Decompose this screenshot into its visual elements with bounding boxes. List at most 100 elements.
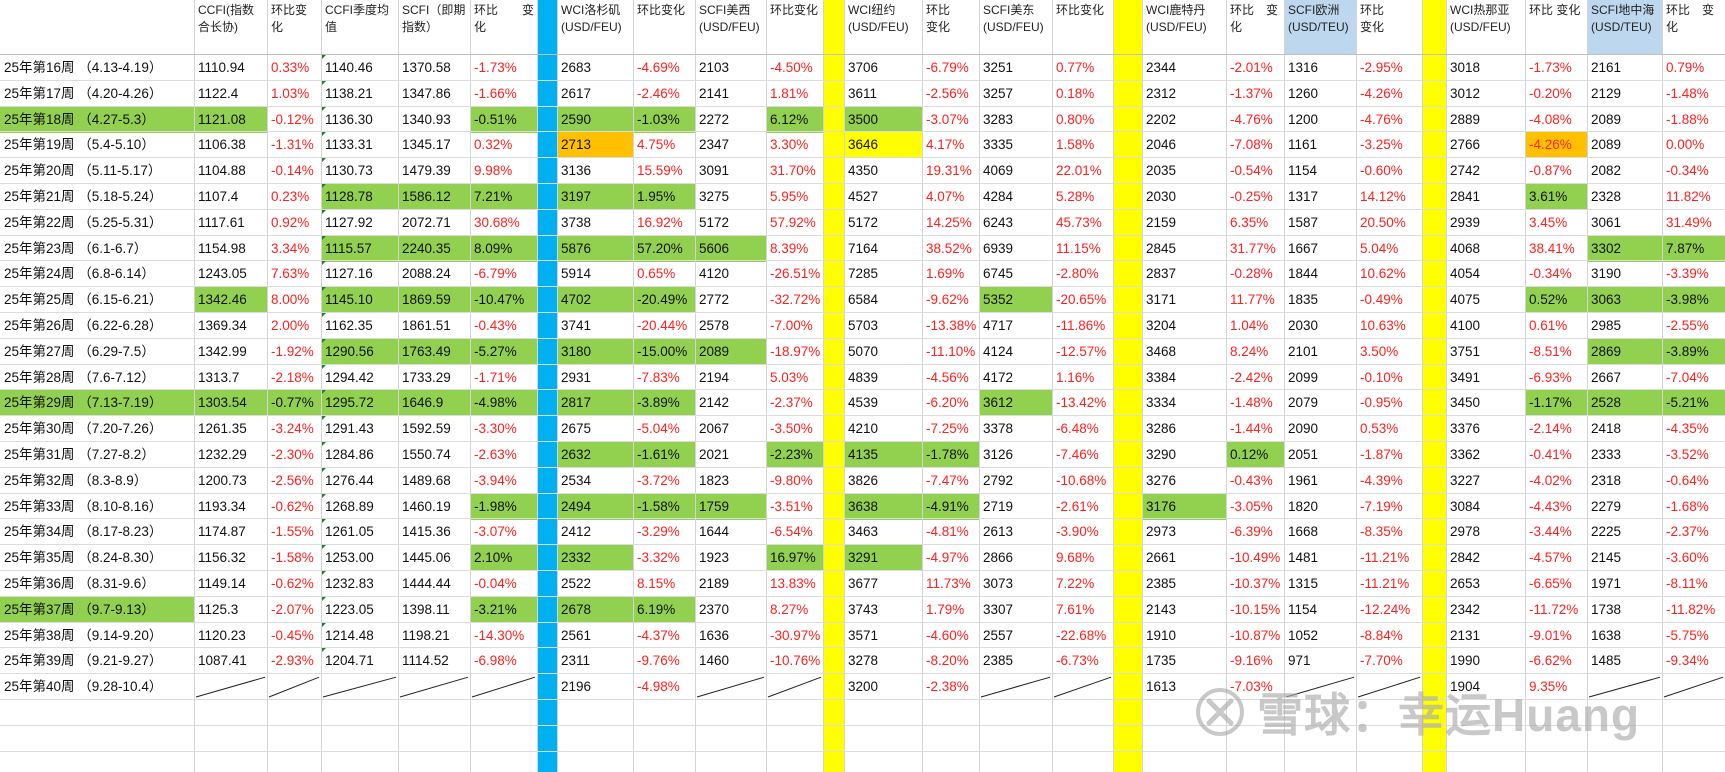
table-cell[interactable]: 1342.99 bbox=[198, 343, 247, 359]
table-cell[interactable]: 971 bbox=[1288, 653, 1311, 669]
table-cell[interactable]: -6.54% bbox=[770, 524, 813, 540]
table-cell[interactable]: -1.73% bbox=[1529, 60, 1572, 75]
table-cell[interactable]: -7.70% bbox=[1360, 653, 1403, 669]
table-cell[interactable]: 2312 bbox=[1146, 85, 1177, 101]
table-cell[interactable]: 1291.43 bbox=[325, 421, 374, 437]
table-cell[interactable]: 1.16% bbox=[1056, 369, 1095, 385]
table-cell[interactable]: 15.59% bbox=[637, 163, 683, 179]
table-cell[interactable]: 2557 bbox=[983, 627, 1014, 643]
table-cell[interactable]: 1162.35 bbox=[325, 318, 373, 333]
table-cell[interactable]: 4702 bbox=[557, 287, 633, 314]
row-label[interactable]: 25年第39周 （9.21-9.27） bbox=[4, 653, 163, 669]
table-cell[interactable]: 4.07% bbox=[926, 189, 965, 204]
table-cell[interactable]: -10.15% bbox=[1230, 601, 1281, 617]
table-cell[interactable]: -3.05% bbox=[1230, 498, 1273, 514]
table-cell[interactable]: -4.98% bbox=[637, 679, 680, 695]
table-cell[interactable]: 2088.24 bbox=[402, 266, 451, 282]
table-cell[interactable]: 2561 bbox=[561, 627, 592, 643]
table-cell[interactable]: 1489.68 bbox=[402, 472, 451, 488]
table-cell[interactable]: -10.76% bbox=[770, 653, 821, 669]
table-cell[interactable]: -3.21% bbox=[470, 596, 537, 623]
table-cell[interactable]: 2522 bbox=[561, 576, 592, 591]
table-cell[interactable]: -1.68% bbox=[1666, 498, 1709, 514]
row-label[interactable]: 25年第28周 （7.6-7.12） bbox=[4, 369, 155, 385]
table-cell[interactable]: 1444.44 bbox=[402, 576, 451, 591]
table-cell[interactable]: 3302 bbox=[1587, 235, 1662, 262]
table-cell[interactable]: 2817 bbox=[557, 390, 633, 417]
table-cell[interactable]: -0.60% bbox=[1360, 163, 1403, 179]
table-cell[interactable]: 2661 bbox=[1146, 550, 1177, 566]
table-cell[interactable]: 4068 bbox=[1450, 240, 1481, 256]
table-cell[interactable]: 1154.98 bbox=[198, 240, 246, 256]
table-cell[interactable]: -8.84% bbox=[1360, 627, 1403, 643]
row-label[interactable]: 25年第34周 （8.17-8.23） bbox=[4, 524, 163, 540]
row-label[interactable]: 25年第25周 （6.15-6.21） bbox=[4, 292, 163, 308]
table-cell[interactable]: 8.27% bbox=[770, 601, 809, 617]
table-cell[interactable]: 0.77% bbox=[1056, 60, 1095, 75]
table-cell[interactable]: -3.89% bbox=[633, 390, 695, 417]
table-cell[interactable]: -2.95% bbox=[1360, 60, 1403, 75]
table-cell[interactable]: 2344 bbox=[1146, 60, 1177, 75]
row-label[interactable]: 25年第17周 （4.20-4.26） bbox=[4, 85, 163, 101]
table-cell[interactable]: 9.35% bbox=[1529, 679, 1568, 695]
table-cell[interactable]: 1823 bbox=[699, 472, 730, 488]
table-cell[interactable]: 2333 bbox=[1591, 447, 1622, 462]
table-cell[interactable]: 2189 bbox=[699, 576, 730, 591]
table-cell[interactable]: 11.82% bbox=[1666, 189, 1711, 204]
table-cell[interactable]: 3468 bbox=[1146, 343, 1177, 359]
table-cell[interactable]: 1445.06 bbox=[402, 550, 451, 566]
table-cell[interactable] bbox=[1662, 674, 1725, 700]
table-cell[interactable]: 3706 bbox=[848, 60, 879, 75]
column-header-17[interactable]: 环比 变化 bbox=[1360, 3, 1409, 34]
table-cell[interactable]: 2021 bbox=[699, 447, 730, 462]
table-cell[interactable]: 0.92% bbox=[271, 214, 310, 230]
table-cell[interactable]: 1820 bbox=[1288, 498, 1319, 514]
table-cell[interactable]: 2342 bbox=[1450, 601, 1481, 617]
table-cell[interactable]: 3751 bbox=[1450, 343, 1481, 359]
table-cell[interactable]: 2412 bbox=[561, 524, 592, 540]
table-cell[interactable]: -4.39% bbox=[1360, 472, 1403, 488]
table-cell[interactable]: 1130.73 bbox=[325, 163, 373, 179]
table-cell[interactable]: 0.12% bbox=[1226, 442, 1284, 468]
table-cell[interactable]: -1.71% bbox=[474, 369, 517, 385]
table-cell[interactable]: 2067 bbox=[699, 421, 730, 437]
table-cell[interactable]: 1961 bbox=[1288, 472, 1319, 488]
table-cell[interactable]: -2.30% bbox=[271, 447, 314, 462]
table-cell[interactable]: 1636 bbox=[699, 627, 730, 643]
table-cell[interactable]: 2837 bbox=[1146, 266, 1177, 282]
table-cell[interactable]: -4.97% bbox=[926, 550, 969, 566]
table-cell[interactable]: 1.95% bbox=[633, 184, 695, 210]
table-cell[interactable]: 2035 bbox=[1146, 163, 1177, 179]
table-cell[interactable]: -13.42% bbox=[1056, 395, 1107, 411]
table-cell[interactable]: -1.87% bbox=[1360, 447, 1403, 462]
table-cell[interactable]: 7.21% bbox=[470, 184, 537, 210]
table-cell[interactable]: 1460 bbox=[699, 653, 730, 669]
table-cell[interactable]: 38.41% bbox=[1529, 240, 1575, 256]
column-header-6[interactable]: WCI洛杉矶(USD/FEU) bbox=[561, 3, 622, 34]
column-header-7[interactable]: 环比变化 bbox=[637, 3, 686, 17]
table-cell[interactable]: 2742 bbox=[1450, 163, 1481, 179]
table-cell[interactable]: -15.00% bbox=[633, 338, 695, 365]
table-cell[interactable]: 9.98% bbox=[474, 163, 513, 179]
table-cell[interactable]: 0.79% bbox=[1666, 60, 1705, 75]
table-cell[interactable]: 2985 bbox=[1591, 318, 1622, 333]
table-cell[interactable]: 1115.57 bbox=[321, 235, 398, 262]
table-cell[interactable]: -4.02% bbox=[1529, 472, 1572, 488]
table-cell[interactable]: -3.07% bbox=[474, 524, 517, 540]
table-cell[interactable]: 1587 bbox=[1288, 214, 1319, 230]
table-cell[interactable]: 2.00% bbox=[271, 318, 310, 333]
table-cell[interactable]: 45.73% bbox=[1056, 214, 1102, 230]
table-cell[interactable]: 4539 bbox=[848, 395, 879, 411]
table-cell[interactable]: 8.15% bbox=[637, 576, 676, 591]
table-cell[interactable]: 1644 bbox=[699, 524, 730, 540]
table-cell[interactable]: -6.48% bbox=[1056, 421, 1099, 437]
table-cell[interactable]: 3283 bbox=[983, 111, 1014, 127]
table-cell[interactable]: -5.27% bbox=[470, 338, 537, 365]
row-label[interactable]: 25年第22周 （5.25-5.31） bbox=[4, 214, 163, 230]
table-cell[interactable]: -2.07% bbox=[271, 601, 314, 617]
table-cell[interactable]: -11.21% bbox=[1360, 576, 1410, 591]
table-cell[interactable]: 1316 bbox=[1288, 60, 1319, 75]
table-cell[interactable]: 31.49% bbox=[1666, 214, 1712, 230]
table-cell[interactable]: 2889 bbox=[1450, 111, 1481, 127]
table-cell[interactable]: -1.66% bbox=[474, 85, 517, 101]
